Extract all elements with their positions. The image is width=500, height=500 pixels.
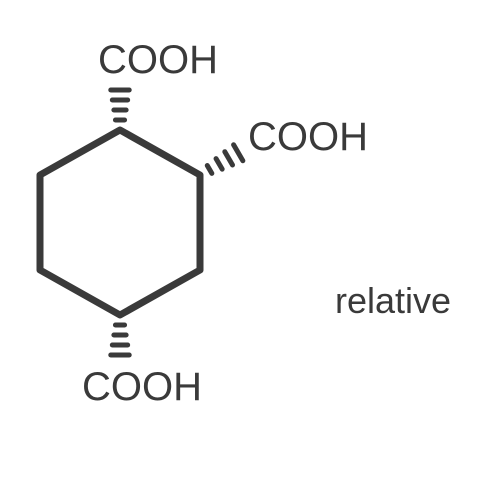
cooh-label-1: COOH — [98, 38, 218, 83]
chemical-diagram: COOH COOH COOH relative — [0, 0, 500, 500]
cooh-label-2: COOH — [248, 115, 368, 160]
molecule-svg — [0, 0, 500, 500]
cooh-label-3: COOH — [82, 365, 202, 410]
annotation-relative: relative — [335, 280, 451, 322]
